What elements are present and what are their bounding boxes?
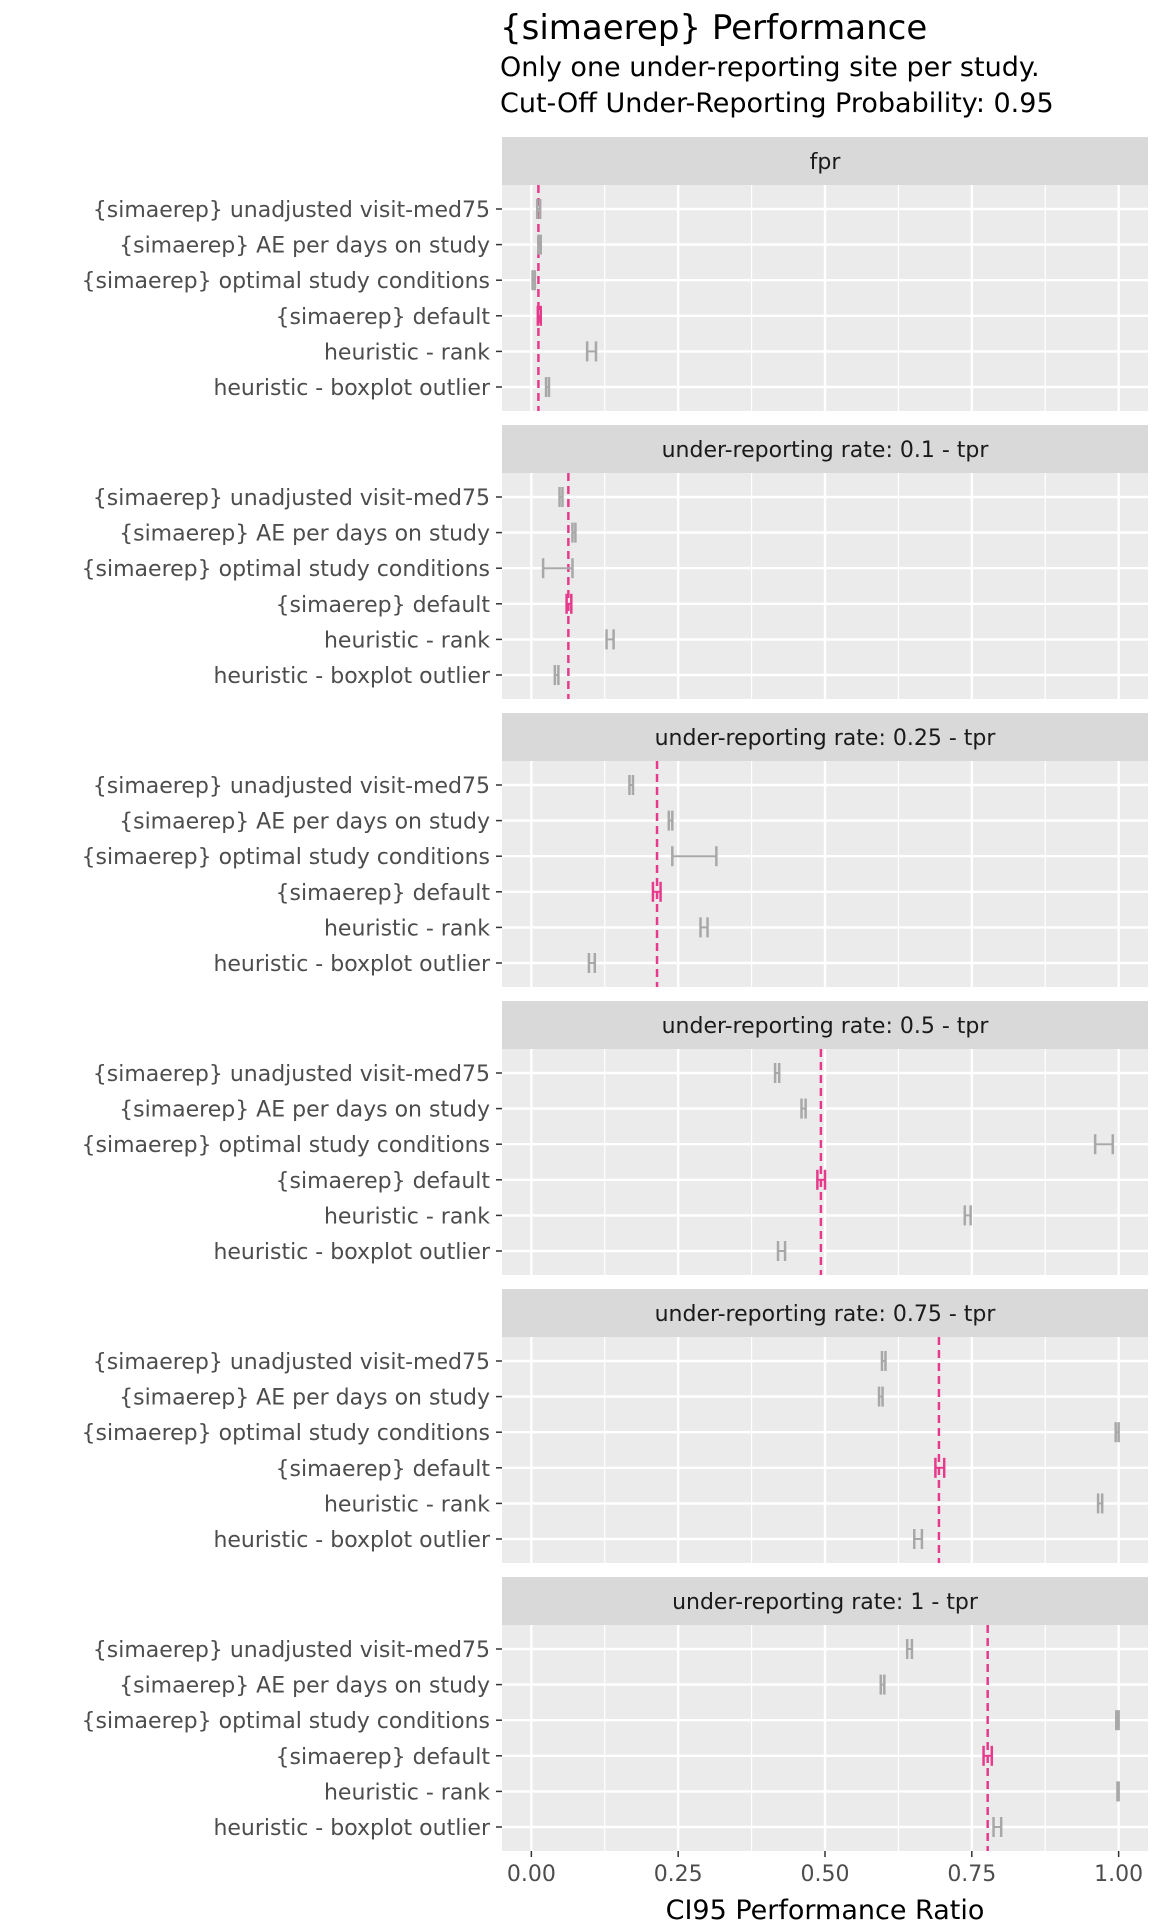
y-tick-label: heuristic - rank bbox=[324, 916, 490, 941]
y-tick-label: {simaerep} default bbox=[276, 1457, 491, 1482]
y-tick-label: {simaerep} unadjusted visit-med75 bbox=[93, 1062, 490, 1087]
x-tick-label: 1.00 bbox=[1094, 1862, 1143, 1887]
y-tick-label: {simaerep} AE per days on study bbox=[119, 810, 490, 835]
facet-strip-label: under-reporting rate: 0.1 - tpr bbox=[662, 438, 990, 463]
facet-strip-label: under-reporting rate: 1 - tpr bbox=[672, 1590, 979, 1615]
y-tick-label: heuristic - boxplot outlier bbox=[213, 1816, 491, 1841]
x-tick-label: 0.50 bbox=[801, 1862, 850, 1887]
facet-strip bbox=[502, 713, 1148, 761]
y-tick-label: {simaerep} AE per days on study bbox=[119, 1386, 490, 1411]
y-tick-label: {simaerep} unadjusted visit-med75 bbox=[93, 486, 490, 511]
y-tick-label: {simaerep} AE per days on study bbox=[119, 234, 490, 259]
y-tick-label: heuristic - rank bbox=[324, 340, 490, 365]
y-tick-label: {simaerep} unadjusted visit-med75 bbox=[93, 774, 490, 799]
y-tick-label: {simaerep} default bbox=[276, 881, 491, 906]
facet-strip bbox=[502, 137, 1148, 185]
facet-strip bbox=[502, 1289, 1148, 1337]
chart-subtitle-line-2: Cut-Off Under-Reporting Probability: 0.9… bbox=[500, 88, 1054, 119]
y-tick-label: {simaerep} optimal study conditions bbox=[82, 269, 490, 294]
y-tick-label: heuristic - boxplot outlier bbox=[213, 1528, 491, 1553]
facet-strip-label: fpr bbox=[810, 150, 842, 175]
y-tick-label: {simaerep} AE per days on study bbox=[119, 1674, 490, 1699]
y-tick-label: {simaerep} optimal study conditions bbox=[82, 1709, 490, 1734]
y-tick-label: {simaerep} unadjusted visit-med75 bbox=[93, 1638, 490, 1663]
facet-strip-label: under-reporting rate: 0.25 - tpr bbox=[655, 726, 997, 751]
y-tick-label: {simaerep} unadjusted visit-med75 bbox=[93, 1350, 490, 1375]
y-tick-label: {simaerep} optimal study conditions bbox=[82, 1133, 490, 1158]
x-axis-title: CI95 Performance Ratio bbox=[666, 1895, 985, 1920]
y-tick-label: {simaerep} optimal study conditions bbox=[82, 845, 490, 870]
x-tick-label: 0.00 bbox=[507, 1862, 556, 1887]
y-tick-label: {simaerep} optimal study conditions bbox=[82, 557, 490, 582]
x-tick-label: 0.75 bbox=[947, 1862, 996, 1887]
facet-strip bbox=[502, 425, 1148, 473]
y-tick-label: {simaerep} AE per days on study bbox=[119, 1098, 490, 1123]
x-tick-label: 0.25 bbox=[654, 1862, 703, 1887]
y-tick-label: heuristic - boxplot outlier bbox=[213, 1240, 491, 1265]
facet-strip-label: under-reporting rate: 0.5 - tpr bbox=[662, 1014, 990, 1039]
y-tick-label: {simaerep} default bbox=[276, 1745, 491, 1770]
y-tick-label: heuristic - rank bbox=[324, 1204, 490, 1229]
y-tick-label: heuristic - rank bbox=[324, 1780, 490, 1805]
y-tick-label: heuristic - rank bbox=[324, 628, 490, 653]
y-tick-label: {simaerep} default bbox=[276, 1169, 491, 1194]
y-tick-label: {simaerep} AE per days on study bbox=[119, 522, 490, 547]
y-tick-label: {simaerep} default bbox=[276, 305, 491, 330]
facet-strip bbox=[502, 1001, 1148, 1049]
facet-strip bbox=[502, 1577, 1148, 1625]
y-tick-label: {simaerep} unadjusted visit-med75 bbox=[93, 198, 490, 223]
chart-title: {simaerep} Performance bbox=[500, 8, 928, 48]
y-tick-label: heuristic - boxplot outlier bbox=[213, 664, 491, 689]
y-tick-label: heuristic - boxplot outlier bbox=[213, 376, 491, 401]
y-tick-label: heuristic - rank bbox=[324, 1492, 490, 1517]
y-tick-label: {simaerep} default bbox=[276, 593, 491, 618]
facet-strip-label: under-reporting rate: 0.75 - tpr bbox=[655, 1302, 997, 1327]
y-tick-label: heuristic - boxplot outlier bbox=[213, 952, 491, 977]
chart-subtitle-line-1: Only one under-reporting site per study. bbox=[500, 52, 1040, 83]
y-tick-label: {simaerep} optimal study conditions bbox=[82, 1421, 490, 1446]
